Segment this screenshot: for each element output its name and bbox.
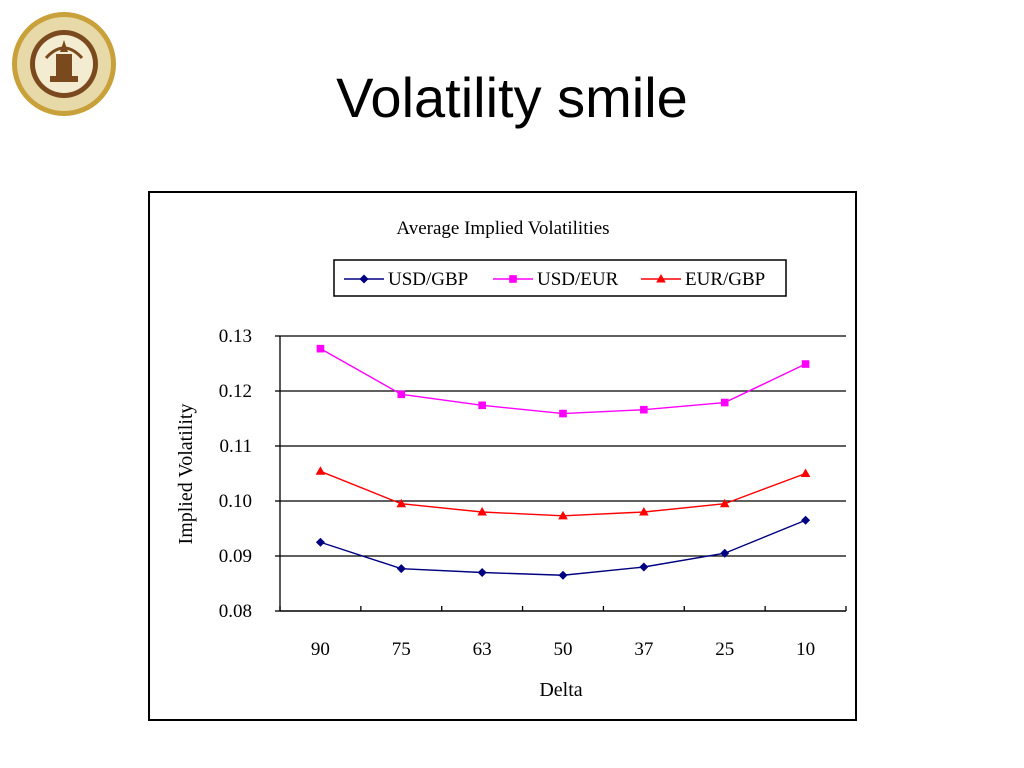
legend-label: EUR/GBP <box>685 269 765 290</box>
legend: USD/GBP USD/EUR EUR/GBP <box>333 259 787 297</box>
x-axis-ticks: 90 75 63 50 37 25 10 <box>279 606 847 660</box>
university-seal-icon <box>12 12 116 116</box>
data-point <box>720 548 730 558</box>
data-point <box>558 570 568 580</box>
data-point <box>396 564 406 574</box>
x-tick-label: 63 <box>473 639 492 660</box>
series-line <box>320 348 806 415</box>
data-point <box>801 360 810 368</box>
legend-label: USD/GBP <box>388 269 468 290</box>
legend-item: USD/EUR <box>493 269 619 290</box>
data-point <box>396 498 407 508</box>
x-tick-label: 75 <box>392 639 411 660</box>
y-tick-label: 0.10 <box>219 491 252 512</box>
y-tick-label: 0.08 <box>219 601 252 622</box>
data-point <box>719 498 730 508</box>
legend-marker <box>656 274 666 283</box>
series-eur-gbp <box>315 466 811 520</box>
slide-title: Volatility smile <box>336 66 688 129</box>
legend-marker <box>509 275 517 283</box>
data-point <box>397 390 406 399</box>
y-tick-label: 0.11 <box>219 436 252 457</box>
legend-item: EUR/GBP <box>641 269 765 290</box>
x-tick-label: 25 <box>715 639 734 660</box>
series-usd-eur <box>316 344 810 418</box>
y-tick-label: 0.12 <box>219 381 252 402</box>
series-line <box>320 470 806 517</box>
chart-title: Average Implied Volatilities <box>396 218 609 239</box>
x-tick-label: 37 <box>634 639 653 660</box>
data-point <box>315 466 326 475</box>
data-point <box>800 468 811 477</box>
data-point <box>477 507 487 516</box>
y-axis-label: Implied Volatility <box>175 404 197 545</box>
data-point <box>315 537 325 547</box>
data-point <box>477 568 487 577</box>
x-axis-label: Delta <box>539 679 582 701</box>
series-usd-gbp <box>315 515 811 580</box>
x-tick-label: 10 <box>796 639 815 660</box>
x-tick-label: 50 <box>554 639 573 660</box>
data-point <box>316 344 325 353</box>
legend-label: USD/EUR <box>537 269 619 290</box>
data-point <box>640 405 648 414</box>
data-point <box>558 510 568 520</box>
y-tick-label: 0.09 <box>219 546 252 567</box>
data-point <box>478 401 486 410</box>
series-group <box>315 344 811 580</box>
y-tick-label: 0.13 <box>219 326 252 347</box>
chart-frame: Average Implied Volatilities USD/GBP USD/… <box>148 191 857 721</box>
data-point <box>639 507 649 516</box>
data-point <box>559 409 567 418</box>
legend-box <box>333 259 787 297</box>
data-point <box>639 562 649 572</box>
y-axis-ticks: 0.08 0.09 0.10 0.11 0.12 0.13 <box>219 326 281 622</box>
x-tick-label: 90 <box>311 639 330 660</box>
legend-items: USD/GBP USD/EUR EUR/GBP <box>344 269 765 290</box>
line-chart: Average Implied Volatilities USD/GBP USD/… <box>175 218 847 701</box>
data-point <box>801 515 811 525</box>
series-line <box>320 519 806 576</box>
data-point <box>720 398 729 407</box>
legend-marker <box>359 274 369 284</box>
gridlines <box>280 335 846 557</box>
legend-item: USD/GBP <box>344 269 468 290</box>
